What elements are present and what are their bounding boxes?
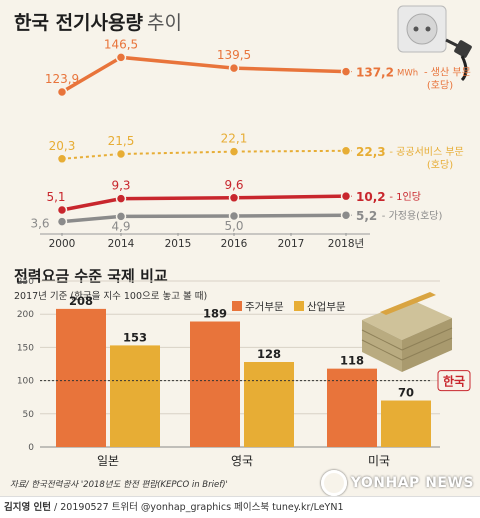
y-tick-label: 100 — [17, 377, 34, 387]
y-tick-label: 50 — [23, 410, 35, 420]
bar-chart-subtitle: 2017년 기준 (한국을 지수 100으로 놓고 볼 때) — [14, 291, 207, 302]
data-point — [228, 62, 240, 74]
data-label: 139,5 — [217, 48, 251, 62]
data-point — [115, 211, 127, 222]
data-label: 10,2 — [356, 190, 386, 204]
title-main: 한국 전기사용량 — [14, 12, 143, 34]
data-label: 21,5 — [108, 134, 135, 148]
footer-credits: / 20190527 트위터 @yonhap_graphics 페이스북 tun… — [54, 502, 344, 513]
data-point — [228, 192, 240, 204]
bar-value-label: 189 — [203, 307, 227, 321]
x-tick-label: 2016 — [221, 238, 248, 250]
y-tick-label: 150 — [17, 343, 34, 353]
data-label: 146,5 — [104, 37, 138, 51]
data-point — [115, 148, 127, 160]
x-tick-label: 2018년 — [328, 238, 364, 250]
data-label: 22,3 — [356, 145, 386, 159]
series-name: - 1인당 — [389, 191, 421, 203]
data-point — [340, 66, 352, 77]
bar — [244, 362, 294, 447]
reference-label: 한국 — [443, 374, 465, 389]
reference-box — [437, 370, 471, 392]
bar-value-label: 208 — [69, 294, 93, 308]
data-point — [56, 153, 68, 165]
data-label: 9,3 — [111, 179, 130, 193]
yonhap-logo-icon — [320, 470, 347, 496]
data-point — [340, 209, 352, 221]
legend-label: 산업부문 — [307, 300, 346, 313]
bar-value-label: 118 — [340, 354, 364, 368]
category-label: 영국 — [231, 454, 253, 468]
series-name: - 공공서비스 부문 — [389, 146, 463, 158]
data-point — [115, 193, 127, 204]
data-point — [228, 146, 240, 157]
data-label: 4,9 — [111, 219, 130, 233]
category-label: 미국 — [368, 454, 390, 468]
data-label: 3,6 — [30, 217, 49, 231]
category-label: 일본 — [97, 454, 119, 468]
x-tick-label: 2000 — [49, 238, 76, 250]
series-suffix: (호당) — [427, 159, 453, 171]
data-label: 123,9 — [45, 72, 79, 86]
data-point — [56, 204, 68, 216]
data-label: 22,1 — [221, 132, 248, 146]
series-name: - 가정용(호당) — [382, 210, 443, 222]
data-label: 20,3 — [49, 139, 76, 153]
legend-label: 주거부문 — [245, 301, 284, 313]
x-tick-label: 2014 — [108, 238, 135, 250]
bar-value-label: 128 — [257, 347, 281, 361]
legend-swatch — [232, 301, 242, 311]
series-line — [61, 149, 347, 160]
bar-chart-title: 전력요금 수준 국제 비교 — [14, 267, 168, 285]
x-tick-label: 2017 — [278, 238, 305, 250]
series-name: - 생산 부문 — [424, 67, 471, 79]
page-title: 한국 전기사용량 추이 — [14, 8, 182, 35]
data-label: 5,0 — [224, 219, 243, 233]
data-label: 5,1 — [46, 190, 65, 204]
source-note: 자료/ 한국전력공사 '2018년도 한전 편람(KEPCO in Brief)… — [10, 480, 228, 490]
logo-text: YONHAP NEWS — [350, 475, 474, 491]
y-tick-label: 0 — [28, 443, 34, 453]
data-point — [340, 145, 352, 157]
bar — [190, 321, 240, 447]
data-point — [56, 86, 68, 98]
footer: 김지영 인턴 / 20190527 트위터 @yonhap_graphics 페… — [0, 496, 480, 518]
y-tick-label: 250 — [17, 277, 34, 287]
unit-label: MWh — [397, 69, 418, 79]
y-tick-label: 200 — [17, 310, 34, 320]
series-line — [61, 194, 347, 212]
data-point — [228, 210, 240, 222]
data-point — [340, 190, 352, 202]
series-line — [61, 55, 347, 94]
bar — [381, 400, 431, 447]
bar — [110, 345, 160, 447]
bar — [56, 308, 106, 447]
footer-author: 김지영 인턴 — [4, 502, 52, 513]
legend-swatch — [294, 301, 304, 311]
bar-value-label: 70 — [398, 386, 414, 400]
series-line — [61, 213, 347, 224]
yonhap-logo: YONHAP NEWS — [320, 470, 474, 496]
data-point — [115, 52, 127, 63]
x-tick-label: 2015 — [165, 238, 192, 250]
data-label: 5,2 — [356, 209, 377, 223]
series-suffix: (호당) — [427, 80, 453, 92]
data-label: 137,2 — [356, 66, 394, 80]
title-sub: 추이 — [146, 12, 182, 34]
data-label: 9,6 — [224, 178, 243, 192]
bar-value-label: 153 — [123, 330, 147, 344]
data-point — [56, 216, 68, 227]
bar — [327, 368, 377, 447]
